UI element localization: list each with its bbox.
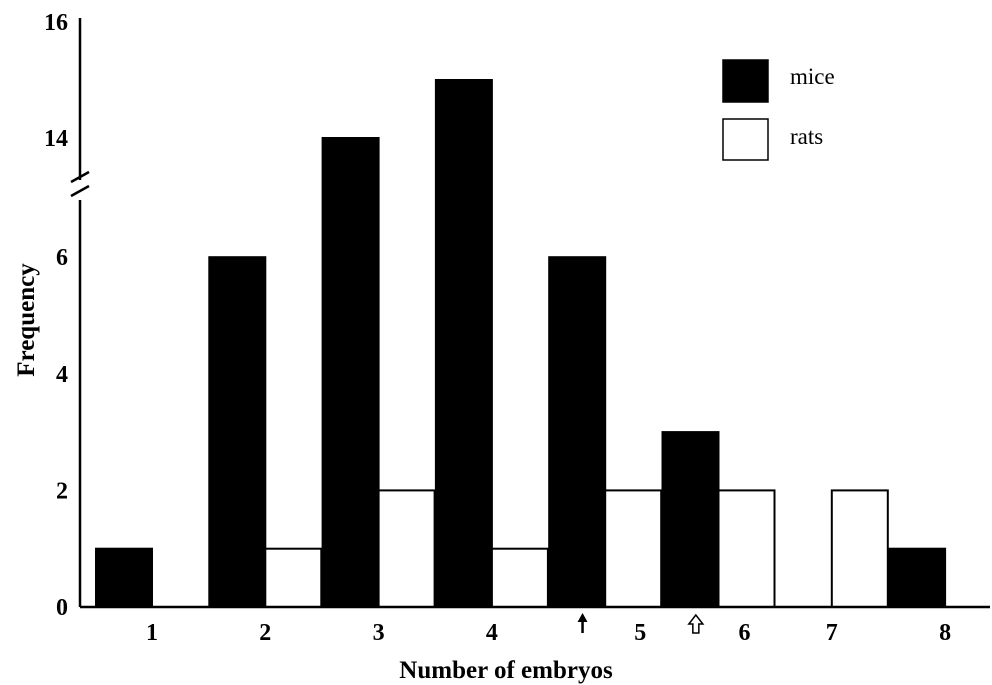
mice-bar-5 (548, 256, 607, 608)
rats-mean-arrow (687, 613, 705, 634)
rats-bar-7 (830, 489, 889, 608)
x-tick-1: 1 (146, 620, 158, 646)
x-axis-title: Number of embryos (399, 657, 613, 684)
y-tick-14: 14 (44, 126, 68, 152)
legend-label-rats: rats (790, 124, 823, 149)
legend-label-mice: mice (790, 64, 835, 89)
axis-break-marks (70, 170, 90, 198)
x-tick-labels: 1 2 3 4 5 6 7 8 (146, 620, 951, 646)
y-tick-6: 6 (56, 245, 68, 271)
x-tick-2: 2 (259, 620, 271, 646)
y-tick-labels: 0 2 4 6 14 16 (44, 10, 68, 621)
y-tick-4: 4 (56, 362, 68, 388)
mice-bar-3 (321, 137, 380, 608)
rats-bar-5 (604, 489, 663, 608)
mean-markers (577, 613, 705, 634)
mice-mean-arrow-head (577, 613, 588, 622)
x-tick-7: 7 (826, 620, 838, 646)
mice-bar-8 (888, 547, 947, 609)
mice-bar-6 (661, 431, 720, 608)
rats-bar-3 (377, 489, 436, 608)
legend-swatch-mice (722, 59, 769, 103)
x-tick-5: 5 (634, 620, 646, 646)
legend-swatch-rats (722, 118, 769, 161)
bars-layer (95, 79, 947, 609)
x-tick-8: 8 (939, 620, 951, 646)
legend: mice rats (722, 59, 835, 161)
y-axis-title: Frequency (13, 263, 40, 377)
mice-bar-4 (434, 79, 493, 608)
y-tick-0: 0 (56, 595, 68, 621)
x-tick-4: 4 (486, 620, 498, 646)
x-tick-6: 6 (739, 620, 751, 646)
rats-bar-2 (264, 547, 323, 609)
y-tick-16: 16 (44, 10, 68, 36)
rats-bar-6 (717, 489, 776, 608)
mice-bar-2 (208, 256, 267, 608)
x-tick-3: 3 (373, 620, 385, 646)
y-tick-2: 2 (56, 478, 68, 504)
rats-bar-4 (490, 547, 549, 609)
mice-bar-1 (95, 547, 153, 609)
